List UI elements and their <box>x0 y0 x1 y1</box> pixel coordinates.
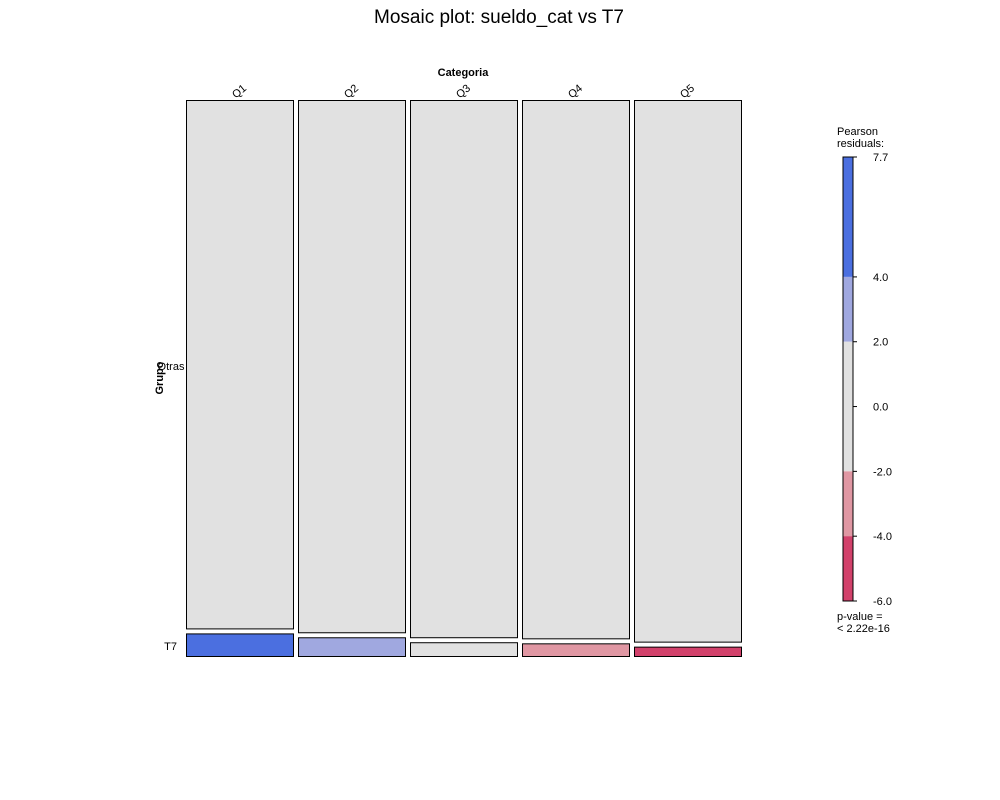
legend-tick-label-4: -2.0 <box>873 466 892 478</box>
p-value-label: p-value = <box>837 611 883 623</box>
p-value-text: < 2.22e-16 <box>837 623 890 635</box>
legend-title-1: Pearson <box>837 126 878 138</box>
legend-tick-label-2: 2.0 <box>873 337 888 349</box>
tile-otras-q3 <box>410 100 518 639</box>
tile-t7-q3 <box>410 642 518 657</box>
column-variable-label: Categoria <box>438 67 490 79</box>
tile-otras-q4 <box>522 100 630 640</box>
legend-tick-label-6: -6.0 <box>873 596 892 608</box>
legend-bar-frame <box>842 156 854 602</box>
legend-band-1 <box>843 276 853 342</box>
legend-tick-label-5: -4.0 <box>873 531 892 543</box>
column-label-q5: Q5 <box>678 82 697 101</box>
legend-band-0 <box>843 157 853 277</box>
tile-t7-q1 <box>186 633 294 657</box>
tile-otras-q2 <box>298 100 406 634</box>
mosaic-tiles <box>186 100 742 658</box>
legend-tick-label-1: 4.0 <box>873 272 888 284</box>
tile-otras-q5 <box>634 100 742 643</box>
legend-title-2: residuals: <box>837 138 884 150</box>
row-variable-label: Grupo <box>154 361 166 394</box>
legend: Pearson residuals: 7.7 4.0 2.0 0.0 -2.0 -4.0 -… <box>837 126 892 635</box>
column-labels: Q1 Q2 Q3 Q4 Q5 <box>230 82 697 101</box>
column-label-q3: Q3 <box>454 82 473 101</box>
legend-ticks: 7.7 4.0 2.0 0.0 -2.0 -4.0 -6.0 <box>853 152 892 608</box>
column-label-q1: Q1 <box>230 82 249 101</box>
tile-t7-q4 <box>522 643 630 658</box>
column-label-q2: Q2 <box>342 82 361 101</box>
row-label-t7: T7 <box>164 641 177 653</box>
legend-tick-label-0: 7.7 <box>873 152 888 164</box>
legend-tick-label-3: 0.0 <box>873 402 888 414</box>
row-labels: Otras T7 <box>158 361 185 653</box>
legend-color-bar <box>842 156 854 602</box>
legend-band-4 <box>843 536 853 601</box>
chart-title: Mosaic plot: sueldo_cat vs T7 <box>374 7 624 28</box>
column-label-q4: Q4 <box>566 82 585 101</box>
legend-band-2 <box>843 341 853 472</box>
tile-t7-q2 <box>298 637 406 657</box>
legend-band-3 <box>843 471 853 537</box>
row-label-otras: Otras <box>158 361 185 373</box>
tile-t7-q5 <box>634 646 742 657</box>
tile-otras-q1 <box>186 100 294 630</box>
